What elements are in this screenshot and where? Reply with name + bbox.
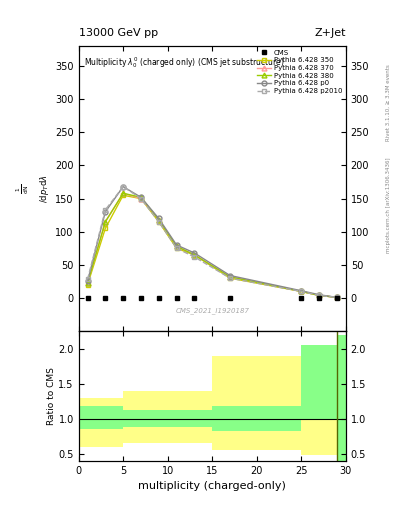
- Pythia 6.428 p0: [139, 194, 143, 200]
- Pythia 6.428 p0: [121, 184, 125, 190]
- Pythia 6.428 370: [299, 288, 304, 294]
- Pythia 6.428 350: [121, 192, 125, 198]
- Pythia 6.428 p2010: [139, 196, 143, 202]
- Pythia 6.428 370: [317, 292, 321, 298]
- Line: Pythia 6.428 p2010: Pythia 6.428 p2010: [85, 184, 340, 300]
- Pythia 6.428 350: [299, 288, 304, 294]
- Text: Z+Jet: Z+Jet: [314, 28, 346, 37]
- Line: Pythia 6.428 350: Pythia 6.428 350: [85, 193, 340, 300]
- Pythia 6.428 p2010: [85, 276, 90, 283]
- Line: Pythia 6.428 380: Pythia 6.428 380: [85, 191, 340, 300]
- Pythia 6.428 p2010: [334, 294, 339, 301]
- Pythia 6.428 350: [174, 245, 179, 251]
- CMS: [334, 295, 339, 301]
- Pythia 6.428 370: [156, 217, 161, 223]
- Text: CMS_2021_I1920187: CMS_2021_I1920187: [175, 307, 249, 314]
- Pythia 6.428 370: [228, 274, 232, 280]
- Pythia 6.428 350: [156, 219, 161, 225]
- Text: 13000 GeV pp: 13000 GeV pp: [79, 28, 158, 37]
- Pythia 6.428 380: [299, 288, 304, 294]
- Pythia 6.428 p2010: [228, 275, 232, 281]
- Pythia 6.428 370: [121, 190, 125, 197]
- Pythia 6.428 p0: [228, 272, 232, 279]
- Pythia 6.428 p2010: [156, 219, 161, 225]
- Pythia 6.428 p2010: [192, 254, 197, 260]
- Pythia 6.428 p2010: [317, 292, 321, 298]
- Pythia 6.428 p0: [174, 242, 179, 248]
- X-axis label: multiplicity (charged-only): multiplicity (charged-only): [138, 481, 286, 491]
- Pythia 6.428 350: [192, 252, 197, 258]
- Pythia 6.428 380: [121, 190, 125, 197]
- Pythia 6.428 p2010: [121, 184, 125, 190]
- Pythia 6.428 370: [139, 196, 143, 202]
- CMS: [139, 295, 143, 301]
- Pythia 6.428 350: [228, 275, 232, 281]
- Pythia 6.428 350: [103, 225, 108, 231]
- CMS: [156, 295, 161, 301]
- CMS: [192, 295, 197, 301]
- Pythia 6.428 380: [192, 252, 197, 258]
- Text: mcplots.cern.ch [arXiv:1306.3436]: mcplots.cern.ch [arXiv:1306.3436]: [386, 157, 391, 252]
- Pythia 6.428 370: [174, 243, 179, 249]
- Pythia 6.428 p2010: [299, 288, 304, 294]
- Pythia 6.428 350: [334, 294, 339, 301]
- CMS: [103, 295, 108, 301]
- Pythia 6.428 380: [228, 274, 232, 280]
- Y-axis label: $\mathregular{\frac{1}{\mathrm{d}N}}$
$/ \mathrm{d}p_T \mathrm{d}\lambda$: $\mathregular{\frac{1}{\mathrm{d}N}}$ $/…: [14, 174, 51, 203]
- Legend: CMS, Pythia 6.428 350, Pythia 6.428 370, Pythia 6.428 380, Pythia 6.428 p0, Pyth: CMS, Pythia 6.428 350, Pythia 6.428 370,…: [256, 48, 344, 96]
- Pythia 6.428 p0: [334, 294, 339, 301]
- Pythia 6.428 p2010: [103, 207, 108, 213]
- Line: Pythia 6.428 370: Pythia 6.428 370: [85, 191, 340, 300]
- Text: Rivet 3.1.10, ≥ 3.3M events: Rivet 3.1.10, ≥ 3.3M events: [386, 64, 391, 141]
- CMS: [121, 295, 125, 301]
- Pythia 6.428 350: [85, 282, 90, 288]
- Pythia 6.428 380: [85, 281, 90, 287]
- Pythia 6.428 380: [103, 219, 108, 225]
- Pythia 6.428 350: [139, 196, 143, 202]
- Pythia 6.428 p0: [317, 292, 321, 298]
- Pythia 6.428 350: [317, 292, 321, 298]
- Pythia 6.428 380: [334, 294, 339, 301]
- Pythia 6.428 370: [103, 219, 108, 225]
- Pythia 6.428 p0: [103, 209, 108, 215]
- Pythia 6.428 p0: [156, 216, 161, 222]
- CMS: [317, 295, 321, 301]
- Pythia 6.428 380: [174, 243, 179, 249]
- Pythia 6.428 380: [156, 217, 161, 223]
- Pythia 6.428 380: [317, 292, 321, 298]
- Pythia 6.428 p0: [85, 279, 90, 285]
- CMS: [85, 295, 90, 301]
- CMS: [228, 295, 232, 301]
- CMS: [174, 295, 179, 301]
- Pythia 6.428 370: [192, 252, 197, 258]
- CMS: [299, 295, 304, 301]
- Y-axis label: Ratio to CMS: Ratio to CMS: [47, 367, 55, 425]
- Pythia 6.428 370: [334, 294, 339, 301]
- Text: Multiplicity $\lambda_0^0$ (charged only) (CMS jet substructure): Multiplicity $\lambda_0^0$ (charged only…: [84, 55, 285, 70]
- Pythia 6.428 p0: [299, 288, 304, 294]
- Line: Pythia 6.428 p0: Pythia 6.428 p0: [85, 184, 340, 300]
- Pythia 6.428 p2010: [174, 245, 179, 251]
- Line: CMS: CMS: [85, 295, 340, 301]
- Pythia 6.428 370: [85, 281, 90, 287]
- Pythia 6.428 380: [139, 194, 143, 200]
- Pythia 6.428 p0: [192, 250, 197, 256]
